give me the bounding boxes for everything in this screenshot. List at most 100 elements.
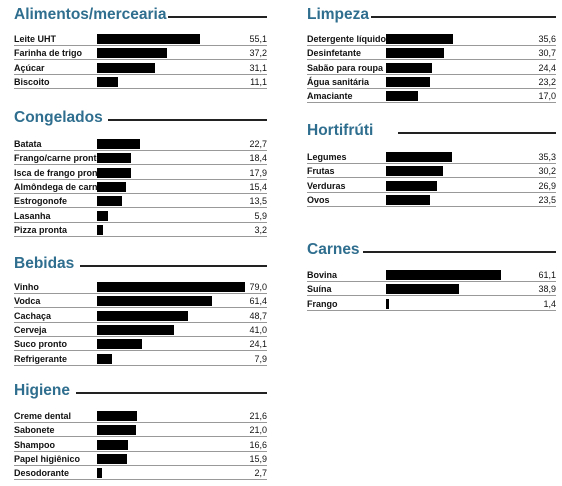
value-label: 61,1 [538,270,556,280]
value-label: 48,7 [249,310,267,321]
bar-row: Açúcar 31,1 [14,61,267,75]
row-rule [14,150,267,151]
category-label: Sabonete [14,425,55,436]
bar-row: Vinho 79,0 [14,280,267,294]
value-label: 17,9 [249,167,267,178]
category-label: Ovos [307,194,330,205]
bar [386,48,444,59]
bar-row: Lasanha 5,9 [14,209,267,223]
bar-row: Sabão para roupa 24,4 [307,61,556,75]
bar [386,91,418,102]
row-rule [14,59,267,61]
bar [386,152,453,162]
bar-row: Leite UHT 55,1 [14,32,267,46]
bar [97,439,129,450]
bar [97,181,126,192]
title-rule [371,16,556,18]
bar-row: Shampoo 16,6 [14,438,267,452]
category-label: Sabão para roupa [307,62,384,73]
category-label: Açúcar [14,62,45,73]
value-label: 11,1 [250,76,267,87]
title-rule [108,119,267,121]
value-label: 24,4 [538,62,556,73]
panel-title: Alimentos/mercearia [14,6,167,23]
value-label: 24,1 [249,339,267,350]
panel-title: Carnes [307,241,360,258]
value-label: 35,3 [538,152,556,162]
category-label: Bovina [307,270,338,280]
bar [97,153,132,164]
title-rule [363,251,556,253]
bar [386,284,460,295]
title-rule [168,16,267,18]
category-label: Verduras [307,180,346,191]
panel-limpeza: Limpeza Detergente líquido 35,6 Desinfetant… [307,7,556,106]
panel-congelados: Congelados Batata 22,7 Frango/carne prontos… [14,110,267,239]
bar [386,194,431,205]
category-label: Frango/carne prontos [14,153,108,164]
bar [386,270,501,280]
bar [97,76,118,87]
row-rule [307,163,556,164]
bar [97,34,201,44]
bar-row: Isca de frango pronta 17,9 [14,166,267,180]
value-label: 16,6 [249,439,267,450]
row-rule [14,436,267,438]
row-rule [14,221,267,223]
bar [386,62,432,73]
bar-row: Batata 22,7 [14,137,267,151]
row-rule [14,364,267,366]
bar [97,224,103,235]
bar-row: Cachaça 48,7 [14,309,267,323]
row-rule [307,295,556,297]
row-rule [307,59,556,61]
panel-hortifruti: Hortifrúti Legumes 35,3 Frutas 30,2 Verduras 2… [307,123,556,209]
panel-title: Limpeza [307,6,370,23]
category-label: Refrigerante [14,353,68,364]
value-label: 30,7 [538,48,556,59]
category-label: Almôndega de carne [14,181,103,192]
row-rule [14,422,267,423]
category-label: Frango [307,298,338,309]
row-rule [307,281,556,282]
bar [97,411,138,421]
bar-row: Desodorante 2,7 [14,466,267,480]
bar [386,34,453,44]
bar [97,62,156,73]
bar [97,296,213,307]
panel-title: Bebidas [14,255,75,272]
bar-row: Bovina 61,1 [307,268,556,282]
value-label: 3,2 [254,224,267,235]
row-rule [14,164,267,166]
bar-row: Cerveja 41,0 [14,323,267,337]
bar-row: Estrogonofe 13,5 [14,194,267,208]
row-rule [14,192,267,194]
value-label: 2,7 [254,468,267,479]
bar [97,453,127,464]
value-label: 1,4 [543,298,556,309]
value-label: 5,9 [254,210,267,221]
row-rule [14,178,267,180]
row-rule [14,235,267,237]
bar-row: Pizza pronta 3,2 [14,223,267,237]
category-label: Cerveja [14,324,47,335]
value-label: 41,0 [249,324,267,335]
value-label: 35,6 [538,34,556,44]
panel-title: Congelados [14,109,103,126]
bar [97,353,112,364]
value-label: 21,6 [249,411,267,421]
bar-row: Refrigerante 7,9 [14,352,267,366]
category-label: Papel higiênico [14,453,81,464]
value-label: 37,2 [249,48,267,59]
bar [97,48,167,59]
category-label: Água sanitária [307,76,370,87]
row-rule [307,87,556,89]
title-rule [76,392,267,394]
category-label: Farinha de trigo [14,48,83,59]
panel-carnes: Carnes Bovina 61,1 Suína 38,9 Frango 1,4 [307,242,556,313]
category-label: Vodca [14,296,41,307]
value-label: 13,5 [249,196,267,207]
value-label: 23,5 [538,194,556,205]
category-label: Suína [307,284,332,295]
